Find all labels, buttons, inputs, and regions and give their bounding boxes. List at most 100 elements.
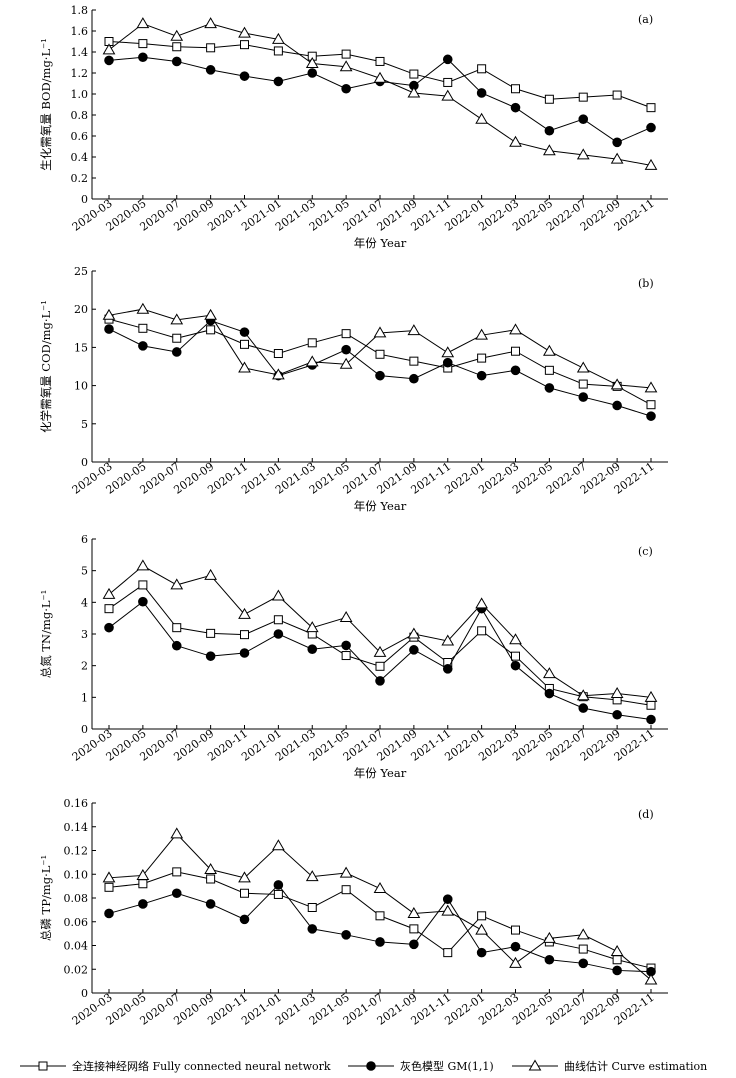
y-tick-label: 15 <box>74 341 88 354</box>
data-point <box>204 17 217 29</box>
data-point <box>407 627 421 639</box>
data-point <box>339 866 353 878</box>
data-point <box>170 313 184 325</box>
series-line <box>108 23 652 166</box>
y-axis-title: 总氮 TN/mg·L⁻¹ <box>39 590 53 679</box>
data-point <box>509 323 522 335</box>
data-point <box>407 86 421 98</box>
data-point <box>171 640 182 651</box>
data-point <box>102 43 116 55</box>
data-point <box>510 365 521 376</box>
chart-panel-d: 00.020.040.060.080.100.120.140.162020-03… <box>39 797 668 1028</box>
data-point <box>170 578 184 590</box>
data-point <box>476 88 487 98</box>
legend-label: 全连接神经网络 Fully connected neural network <box>72 1059 331 1073</box>
data-point <box>477 911 487 921</box>
y-tick-label: 25 <box>74 265 88 278</box>
y-tick-label: 0.08 <box>64 892 89 905</box>
data-point <box>238 26 251 38</box>
data-point <box>409 373 419 384</box>
y-tick-label: 0.04 <box>64 940 89 953</box>
data-point <box>341 83 351 94</box>
data-point <box>543 144 556 156</box>
x-axis-title: 年份 Year <box>354 499 407 513</box>
data-point <box>543 344 556 356</box>
legend-item-triangle: 曲线估计 Curve estimation <box>512 1059 707 1073</box>
y-tick-label: 6 <box>81 533 88 546</box>
data-point <box>544 365 554 375</box>
data-point <box>578 944 588 954</box>
data-point <box>136 868 150 880</box>
data-point <box>644 158 658 170</box>
y-tick-label: 20 <box>74 303 88 316</box>
data-point <box>375 937 385 947</box>
data-point <box>644 690 658 702</box>
data-point <box>138 596 148 607</box>
panel-tag: (b) <box>638 277 654 290</box>
legend-item-square: 全连接神经网络 Fully connected neural network <box>20 1059 331 1073</box>
data-point <box>373 71 387 83</box>
series-circle <box>104 880 656 977</box>
data-point <box>576 361 590 373</box>
y-tick-label: 1 <box>81 691 88 704</box>
data-point <box>409 69 419 79</box>
data-point <box>307 644 318 655</box>
data-point <box>509 633 522 645</box>
data-point <box>239 71 250 81</box>
panel-tag: (c) <box>638 545 653 558</box>
data-point <box>477 64 487 74</box>
data-point <box>205 651 216 661</box>
data-point <box>544 688 555 699</box>
data-point <box>138 323 148 333</box>
data-point <box>511 84 520 94</box>
data-point <box>475 597 488 609</box>
data-point <box>339 60 353 72</box>
data-point <box>610 944 624 956</box>
data-point <box>204 863 217 874</box>
y-axis-title: 生化需氧量 BOD/mg·L⁻¹ <box>39 38 53 171</box>
data-point <box>646 103 656 113</box>
data-point <box>475 328 488 340</box>
data-point <box>409 924 419 934</box>
y-tick-label: 0.6 <box>71 130 89 143</box>
data-point <box>646 122 656 133</box>
legend-marker <box>366 1061 376 1071</box>
data-point <box>240 888 249 898</box>
data-point <box>476 947 487 958</box>
y-axis-title: 总磷 TP/mg·L⁻¹ <box>39 855 53 941</box>
data-point <box>307 903 317 912</box>
data-point <box>273 349 283 359</box>
data-point <box>238 871 251 883</box>
data-point <box>442 54 453 65</box>
legend-marker <box>38 1061 48 1071</box>
data-point <box>171 888 182 899</box>
data-point <box>578 114 589 124</box>
data-point <box>612 137 622 148</box>
panel-tag: (d) <box>638 808 654 821</box>
data-point <box>442 664 453 674</box>
y-tick-label: 2 <box>81 660 88 673</box>
chart-panel-b: 05101520252020-032020-052020-072020-0920… <box>39 265 668 513</box>
data-point <box>543 931 556 943</box>
data-point <box>476 370 487 381</box>
data-point <box>205 899 216 909</box>
y-tick-label: 0 <box>81 723 88 736</box>
data-point <box>375 676 385 686</box>
data-point <box>646 714 656 725</box>
data-point <box>339 611 353 623</box>
data-point <box>612 400 622 411</box>
y-tick-label: 1.6 <box>71 25 89 38</box>
data-point <box>475 923 488 935</box>
data-point <box>102 871 116 883</box>
data-point <box>646 411 656 421</box>
y-tick-label: 5 <box>81 565 88 578</box>
data-point <box>239 648 250 658</box>
data-point <box>409 939 419 950</box>
data-point <box>273 46 283 56</box>
data-point <box>102 587 116 599</box>
data-point <box>305 621 319 633</box>
data-point <box>578 379 588 389</box>
data-point <box>578 392 589 402</box>
legend-item-circle: 灰色模型 GM(1,1) <box>348 1059 494 1073</box>
